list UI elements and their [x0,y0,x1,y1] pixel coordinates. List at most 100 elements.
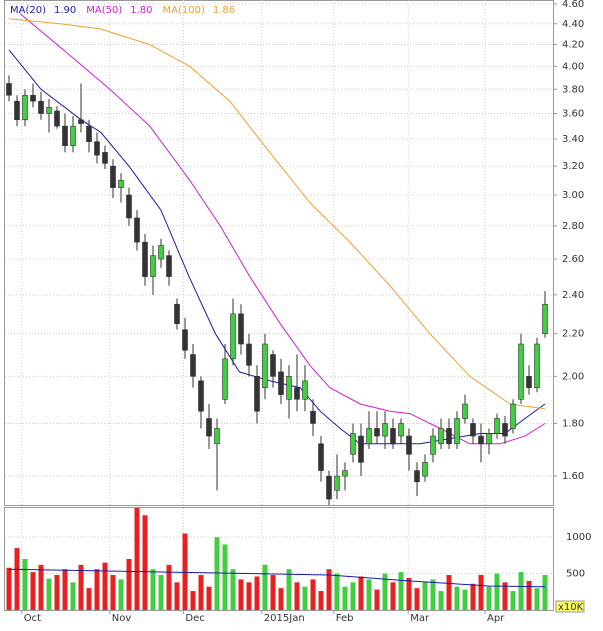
volume-bar [86,588,92,610]
candle-body [542,303,548,335]
volume-bar [310,579,316,610]
legend-value: 1.86 [213,5,235,16]
candle-body [182,329,188,351]
volume-bar [182,533,188,610]
legend-name: MA(50) [86,5,122,16]
volume-bar [30,572,36,610]
volume-bar [118,579,124,610]
y-tick-label: 3.80 [562,84,584,95]
candle-body [382,423,388,437]
candle-body [206,418,212,437]
volume-bar [398,572,404,610]
candle-body [326,475,332,500]
volume-bar [262,564,268,610]
volume-bar [206,586,212,610]
volume-bar [462,589,468,610]
candle-body [14,100,20,121]
candle-body [302,380,308,400]
ma-line [19,13,546,445]
candle-body [102,152,108,164]
candle-body [398,423,404,437]
volume-bar [478,575,484,610]
candle-body [478,435,484,445]
candle-body [230,313,236,360]
volume-bar [286,569,292,610]
y-tick-label: 2.20 [562,329,584,340]
volume-bar [38,564,44,610]
candle-body [118,180,124,188]
volume-bar [406,577,412,610]
volume-bar [374,589,380,610]
candle-body [422,462,428,477]
volume-bar [526,580,532,610]
volume-bar [294,582,300,610]
volume-bar [270,575,276,610]
candle-body [510,403,516,429]
volume-bar [486,586,492,610]
y-tick-label: 4.20 [562,40,584,51]
y-tick-label: 1.60 [562,471,584,482]
candle-body [238,313,244,345]
volume-bar [254,576,260,610]
volume-bar [342,586,348,610]
candle-body [174,303,180,324]
candle-body [150,255,156,277]
volume-bar [54,575,60,610]
x-tick-label: Apr [487,613,505,624]
volume-bar [510,591,516,610]
volume-bar [62,569,68,610]
candle-body [30,94,36,102]
volume-bar [134,508,140,610]
candle-body [294,387,300,400]
candle-body [286,376,292,400]
volume-bar [238,579,244,610]
candle-body [166,255,172,277]
price-layer [6,13,548,505]
y-tick-label: 4.00 [562,61,584,72]
volume-bar [230,569,236,610]
y-tick-label: 500 [566,569,585,580]
candle-body [310,410,316,424]
candle-body [278,371,284,395]
volume-bar [110,575,116,610]
volume-bar [278,588,284,610]
candle-body [462,403,468,419]
candle-body [54,110,60,127]
volume-bar [438,591,444,610]
legend-name: MA(100) [163,5,205,16]
candle-body [350,433,356,455]
candle-body [430,435,436,455]
volume-bar [142,515,148,610]
volume-bar [78,564,84,610]
volume-bar [502,582,508,610]
volume-bar [542,575,548,610]
volume-bar [350,582,356,610]
volume-bar [198,575,204,610]
volume-bar [222,544,228,610]
x-tick-label: Oct [24,613,41,624]
y-tick-label: 2.60 [562,254,584,265]
candle-body [198,380,204,412]
candle-body [518,343,524,400]
candle-body [470,423,476,437]
candle-body [78,119,84,124]
candle-body [6,83,12,96]
candle-body [158,245,164,260]
candle-body [486,433,492,445]
x-tick-label: Nov [112,613,132,624]
candle-body [438,428,444,445]
candle-body [22,94,28,121]
volume-bar [470,583,476,610]
candle-body [254,376,260,412]
volume-bar [358,576,364,610]
candle-body [262,343,268,388]
y-tick-label: 3.60 [562,108,584,119]
candle-body [214,428,220,445]
x-tick-label: Feb [336,613,354,624]
candle-body [454,418,460,445]
volume-bar [494,573,500,610]
y-tick-label: 4.60 [562,0,584,10]
volume-bar [102,562,108,610]
volume-bar [446,575,452,610]
unit-box [555,600,585,613]
